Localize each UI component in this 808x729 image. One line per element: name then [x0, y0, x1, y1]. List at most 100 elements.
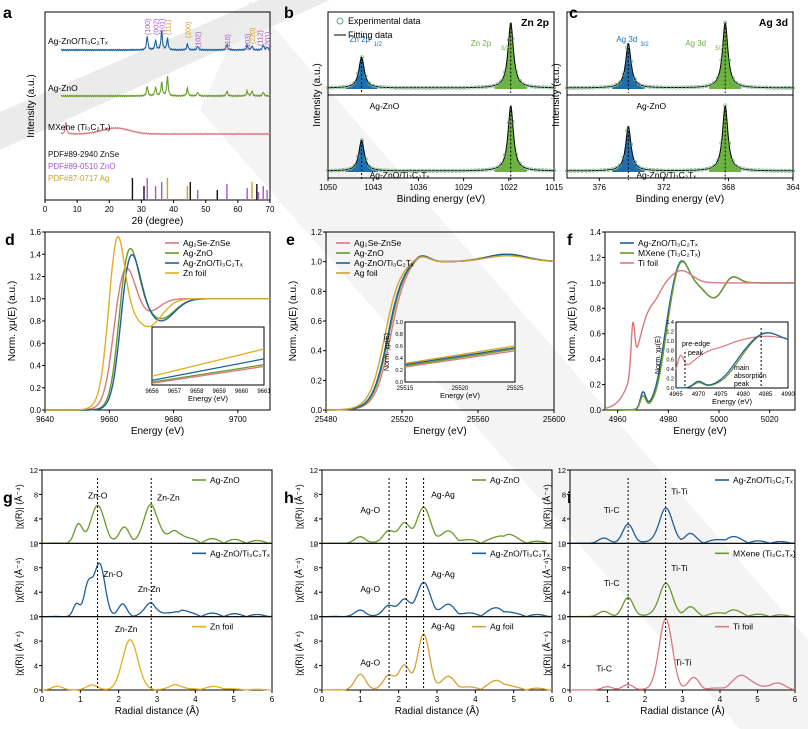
series-line-agzno-ti — [60, 29, 271, 52]
inset-x-axis-title: Energy (eV) — [712, 397, 753, 406]
legend-label: Fitting data — [348, 30, 393, 40]
experimental-point — [745, 84, 750, 89]
y-tick-label: 1.4 — [30, 250, 42, 259]
experimental-point — [787, 168, 792, 173]
y-axis-title: Intensity (a.u.) — [551, 63, 562, 126]
experimental-point — [614, 166, 618, 170]
x-tick-label: 50 — [201, 205, 210, 214]
experimental-point — [760, 85, 765, 90]
inset-series-line — [151, 358, 265, 381]
series-line — [604, 269, 795, 410]
experimental-point — [393, 168, 398, 173]
legend-label: Ag-ZnO/Ti₃C₂Tₓ — [210, 548, 270, 558]
x-tick-label: 2 — [396, 695, 401, 704]
experimental-point — [791, 85, 795, 90]
legend-label: Ag-ZnO — [183, 248, 213, 258]
y-tick-label: 0 — [562, 686, 566, 695]
experimental-point — [326, 85, 330, 90]
experimental-point — [674, 85, 679, 90]
inset-x-tick-label: 4985 — [759, 392, 773, 398]
shell-label: Ti-C — [604, 578, 620, 588]
x-tick-label: 4 — [193, 695, 198, 704]
experimental-point — [753, 85, 758, 90]
experimental-point — [704, 84, 709, 88]
x-tick-label: 4 — [718, 695, 723, 704]
y-tick-label: 8 — [314, 490, 318, 499]
experimental-point — [390, 168, 394, 173]
shell-label: Ti-Ti — [671, 563, 687, 573]
experimental-point — [363, 74, 368, 78]
peak-label: Zn 2p — [471, 39, 492, 48]
x-tick-label: 5 — [511, 695, 516, 704]
experimental-point — [329, 168, 334, 173]
experimental-point — [772, 168, 777, 173]
series-line-agzno — [60, 75, 271, 98]
inset-x-tick-label: 4975 — [714, 392, 728, 398]
inset-annotation: main — [734, 365, 749, 372]
shell-label: Ag-Ag — [431, 621, 455, 631]
miller-index-label: (220) — [250, 28, 257, 44]
series-label: Ag-ZnO/Ti₃C₂Tₓ — [48, 36, 108, 46]
inset-y-tick-label: 0.0 — [395, 380, 403, 386]
inset-x-tick-label: 4965 — [669, 392, 683, 398]
experimental-point — [518, 162, 523, 166]
series-label: MXene (Ti₃C₂Tₓ) — [48, 122, 111, 132]
y-tick-label: 0 — [34, 539, 38, 548]
experimental-point — [727, 58, 731, 63]
experimental-point — [461, 168, 466, 173]
peak-label-sub: 5/2 — [715, 46, 724, 52]
experimental-point — [625, 45, 630, 50]
experimental-point — [636, 164, 641, 169]
y-axis-title: |χ(R)| (Å⁻⁴) — [14, 557, 24, 602]
experimental-point — [412, 85, 417, 90]
experimental-point — [712, 164, 716, 168]
experimental-point — [715, 75, 720, 80]
experimental-point — [742, 84, 746, 88]
experimental-point — [629, 59, 633, 64]
experimental-point — [595, 168, 600, 173]
experimental-point — [341, 85, 345, 89]
x-tick-label: 40 — [169, 205, 178, 214]
reference-label: PDF#89-2940 ZnSe — [48, 150, 120, 159]
x-tick-label: 368 — [722, 183, 736, 192]
experimental-point — [583, 85, 588, 90]
inset-y-tick-label: 0.0 — [666, 386, 674, 392]
experimental-point — [565, 85, 569, 90]
series-line — [322, 506, 553, 544]
experimental-point — [390, 85, 394, 90]
y-tick-label: 12 — [558, 466, 566, 475]
experimental-point — [363, 157, 368, 161]
experimental-point — [465, 168, 470, 173]
experimental-point — [337, 85, 342, 90]
experimental-point — [651, 168, 656, 173]
y-tick-label: 12 — [558, 539, 566, 548]
x-tick-label: 4980 — [659, 415, 677, 424]
inset-series-line — [151, 348, 265, 377]
experimental-point — [333, 85, 338, 90]
experimental-point — [348, 166, 353, 171]
miller-index-label: (101) — [160, 19, 167, 35]
y-tick-label: 8 — [314, 564, 318, 573]
experimental-point — [427, 168, 432, 173]
legend-label: Ag-ZnO/Ti₃C₂Tₓ — [354, 258, 414, 268]
experimental-point — [787, 85, 792, 90]
experimental-point — [378, 85, 383, 90]
experimental-point — [514, 69, 519, 74]
experimental-point — [540, 168, 545, 173]
y-tick-label: 8 — [34, 564, 38, 573]
legend-label: Zn foil — [210, 622, 233, 632]
experimental-point — [745, 167, 750, 172]
experimental-point — [552, 168, 556, 173]
y-tick-label: 0 — [314, 539, 318, 548]
experimental-point — [408, 85, 413, 90]
experimental-point — [424, 168, 428, 173]
y-tick-label: 4 — [562, 588, 566, 597]
experimental-point — [356, 154, 361, 159]
series-line — [570, 582, 796, 618]
experimental-point — [599, 85, 603, 90]
y-tick-label: 1.6 — [30, 228, 42, 237]
exafs-subplot-frame — [41, 616, 273, 691]
legend-label: Ag-ZnO/Ti₃C₂Tₓ — [183, 258, 243, 268]
y-tick-label: 0.0 — [311, 406, 323, 415]
experimental-point — [757, 85, 762, 90]
